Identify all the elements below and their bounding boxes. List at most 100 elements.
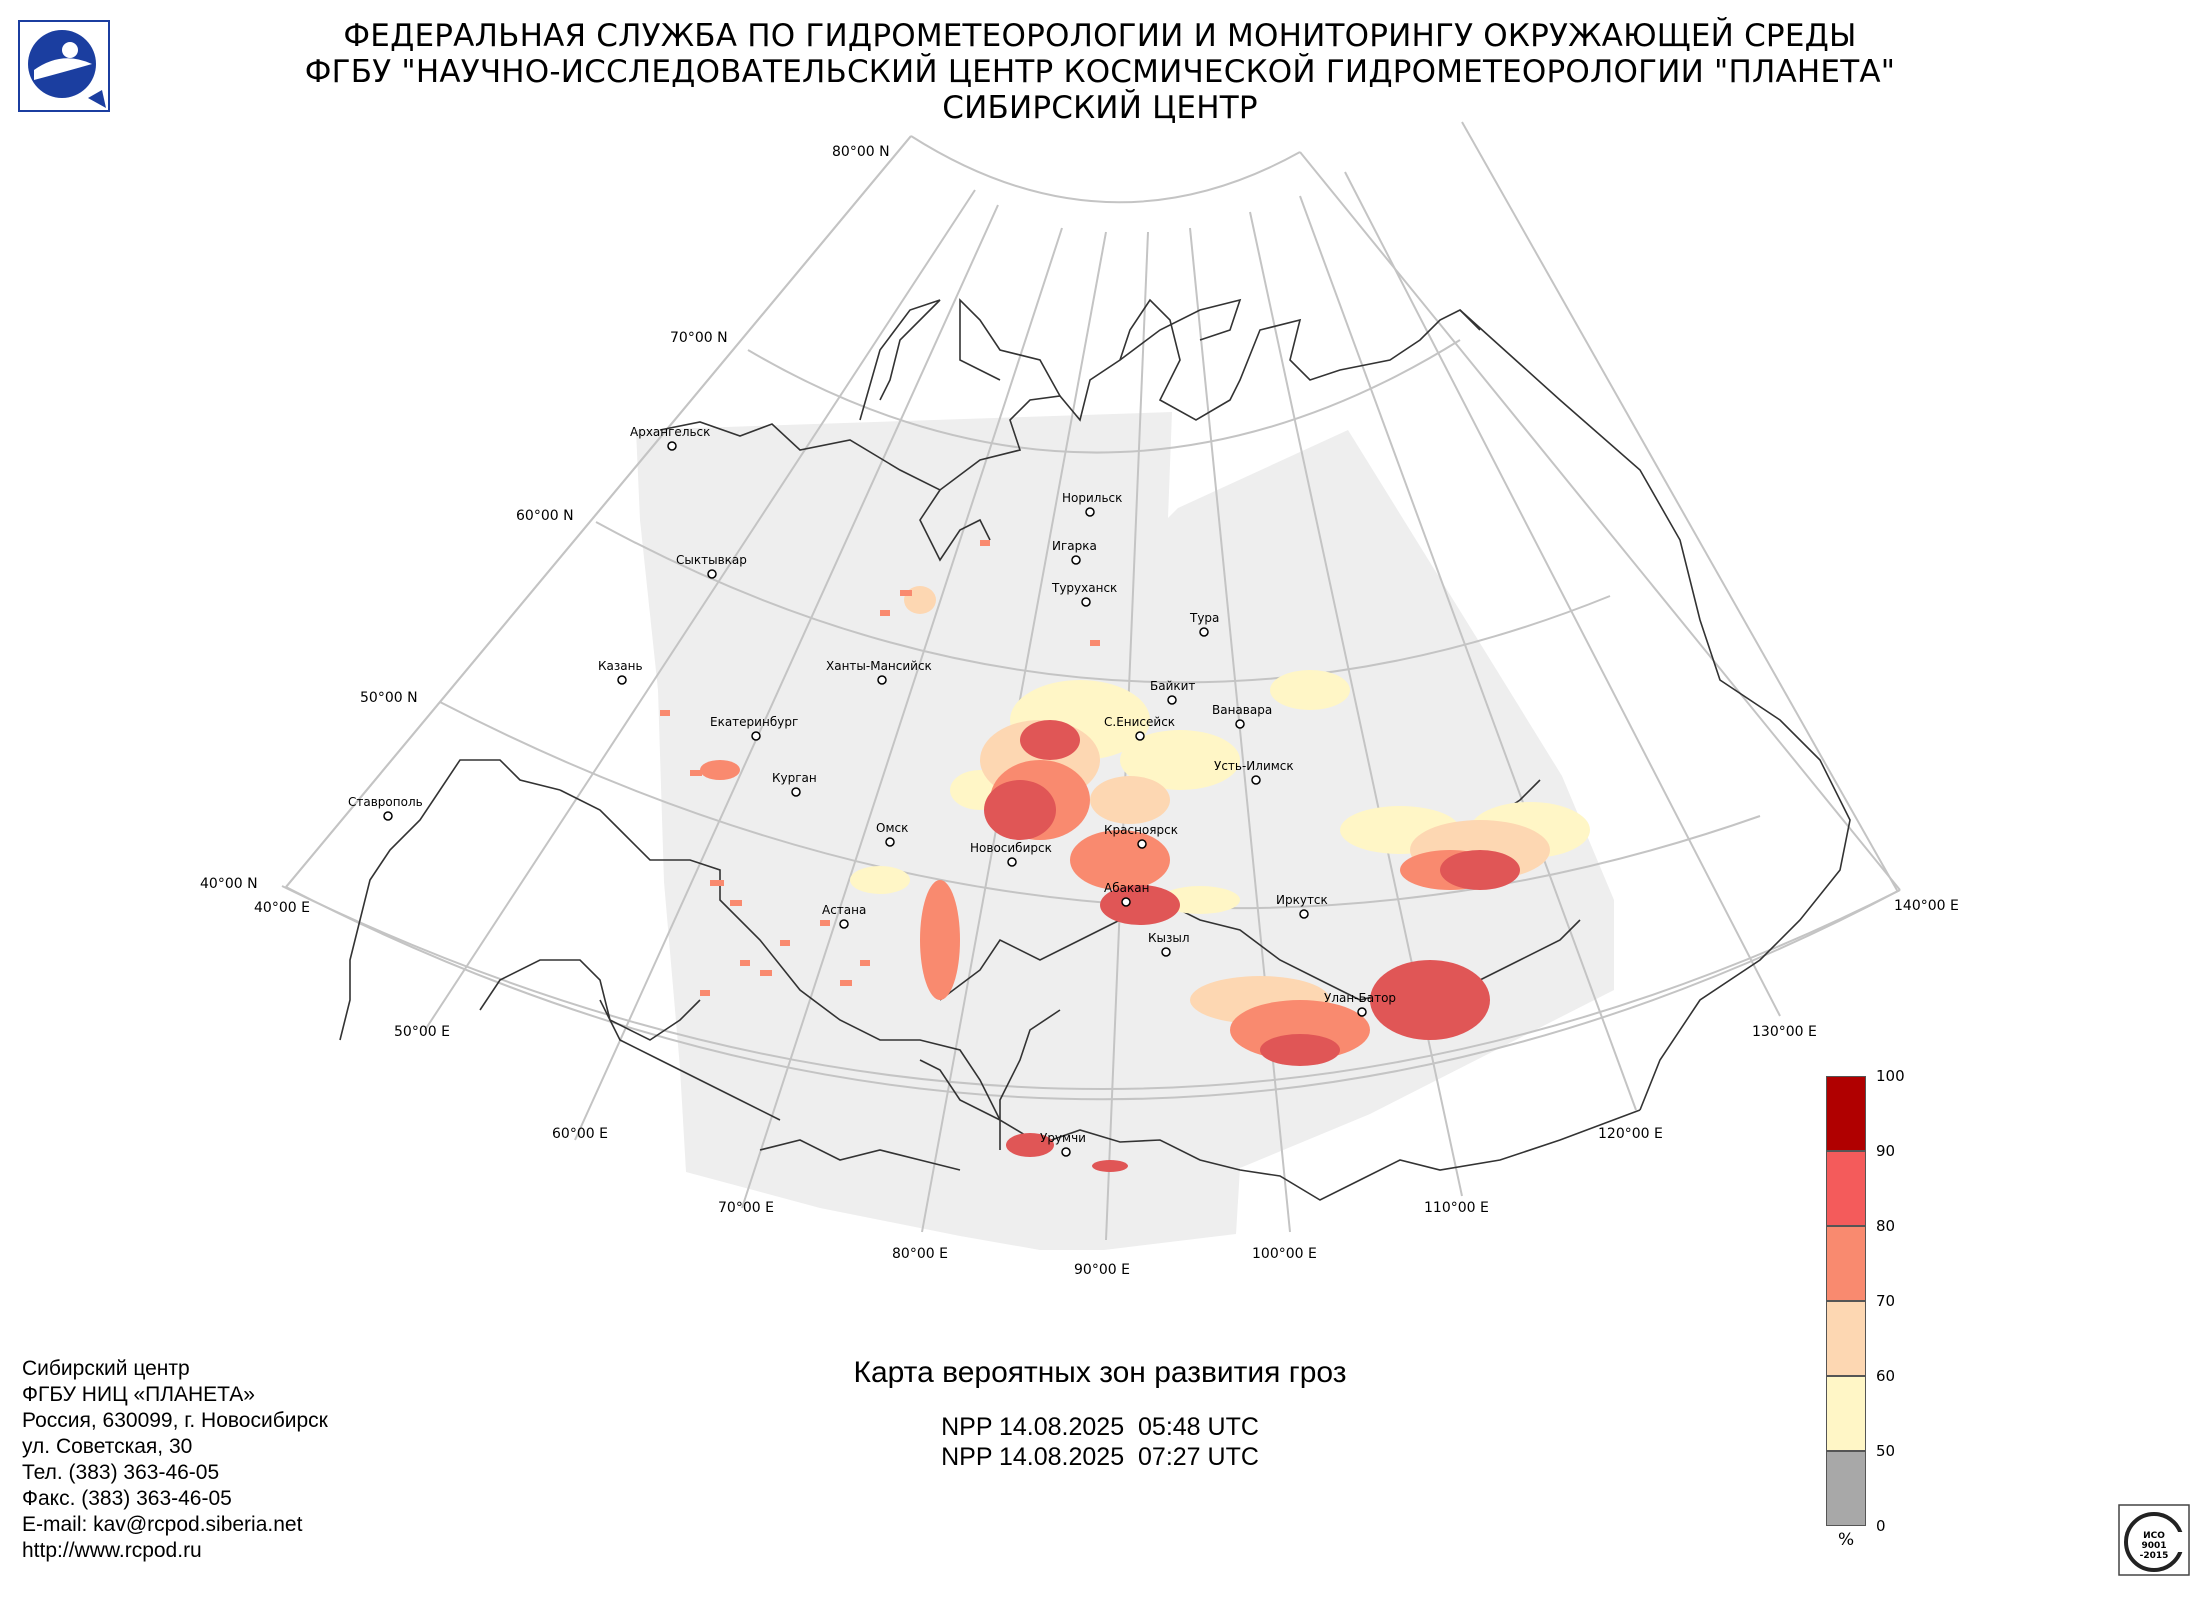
svg-text:Абакан: Абакан (1104, 881, 1149, 895)
svg-text:Тура: Тура (1189, 611, 1219, 625)
svg-text:ИСО: ИСО (2143, 1531, 2165, 1541)
legend-tick-80: 80 (1876, 1217, 1896, 1235)
lon-label-120: 120°00 E (1598, 1126, 1663, 1142)
longitude-labels: 40°00 E 50°00 E 60°00 E 70°00 E 80°00 E … (254, 898, 1959, 1278)
lon-label-40: 40°00 E (254, 900, 310, 916)
svg-text:Омск: Омск (876, 821, 908, 835)
caption-pass-2: NPP 14.08.2025 07:27 UTC (941, 1443, 1259, 1471)
graticule-parallels (281, 135, 1901, 1090)
city-syktyvkar: Сыктывкар (676, 553, 747, 579)
city-markers: Архангельск Сыктывкар Казань Екатеринбур… (348, 425, 1396, 1157)
svg-text:Курган: Курган (772, 771, 817, 785)
lat-label-50: 50°00 N (360, 690, 418, 706)
probability-legend: 100 90 80 70 60 50 0 (1826, 1067, 1905, 1535)
city-kurgan: Курган (772, 771, 817, 797)
legend-band-50-60 (1826, 1376, 1866, 1451)
address-line: Факс. (383) 363-46-05 (22, 1487, 232, 1510)
svg-text:Норильск: Норильск (1062, 491, 1122, 505)
lat-label-40: 40°00 N (200, 876, 258, 892)
address-line: Россия, 630099, г. Новосибирск (22, 1409, 328, 1432)
city-tura: Тура (1189, 611, 1219, 637)
address-website[interactable]: http://www.rcpod.ru (22, 1539, 202, 1562)
legend-tick-100: 100 (1876, 1067, 1905, 1085)
svg-text:-2015: -2015 (2140, 1551, 2169, 1561)
city-igarka: Игарка (1052, 539, 1097, 565)
lat-label-80: 80°00 N (832, 144, 890, 160)
svg-text:9001: 9001 (2141, 1541, 2166, 1551)
address-line: ФГБУ НИЦ «ПЛАНЕТА» (22, 1383, 255, 1406)
address-email[interactable]: E-mail: kav@rcpod.siberia.net (22, 1513, 303, 1536)
lon-label-140: 140°00 E (1894, 898, 1959, 914)
svg-text:Казань: Казань (598, 659, 643, 673)
city-ust-ilimsk: Усть-Илимск (1214, 759, 1294, 785)
legend-band-70-80 (1826, 1226, 1866, 1301)
city-baykit: Байкит (1150, 679, 1195, 705)
lon-label-50: 50°00 E (394, 1024, 450, 1040)
svg-text:Туруханск: Туруханск (1051, 581, 1117, 595)
address-line: Тел. (383) 363-46-05 (22, 1461, 220, 1484)
city-astana: Астана (822, 903, 866, 929)
lat-label-70: 70°00 N (670, 330, 728, 346)
latitude-labels: 80°00 N 70°00 N 60°00 N 50°00 N 40°00 N (200, 144, 890, 892)
lon-label-100: 100°00 E (1252, 1246, 1317, 1262)
svg-text:Ванавара: Ванавара (1212, 703, 1272, 717)
city-urumqi: Урумчи (1040, 1131, 1086, 1157)
svg-text:Новосибирск: Новосибирск (970, 841, 1052, 855)
svg-text:Астана: Астана (822, 903, 866, 917)
city-norilsk: Норильск (1062, 491, 1122, 517)
coastlines-borders (339, 298, 1851, 1201)
svg-text:Ставрополь: Ставрополь (348, 795, 423, 809)
legend-tick-70: 70 (1876, 1292, 1896, 1310)
city-ulan-bator: Улан-Батор (1324, 991, 1396, 1017)
city-vanavara: Ванавара (1212, 703, 1272, 729)
city-krasnoyarsk: Красноярск (1104, 823, 1178, 849)
svg-text:Красноярск: Красноярск (1104, 823, 1178, 837)
thunderstorm-zones (660, 540, 1590, 1172)
contact-address: Сибирский центр ФГБУ НИЦ «ПЛАНЕТА» Росси… (22, 1356, 328, 1564)
city-arkhangelsk: Архангельск (630, 425, 710, 451)
legend-band-80-90 (1826, 1151, 1866, 1226)
lon-label-80: 80°00 E (892, 1246, 948, 1262)
map-frame (285, 135, 1901, 1101)
map-caption: Карта вероятных зон развития гроз NPP 14… (0, 1356, 2200, 1472)
svg-text:Ханты-Мансийск: Ханты-Мансийск (826, 659, 932, 673)
svg-text:Кызыл: Кызыл (1148, 931, 1190, 945)
legend-tick-90: 90 (1876, 1142, 1896, 1160)
svg-text:Архангельск: Архангельск (630, 425, 710, 439)
page-header: ФЕДЕРАЛЬНАЯ СЛУЖБА ПО ГИДРОМЕТЕОРОЛОГИИ … (0, 18, 2200, 126)
svg-text:Екатеринбург: Екатеринбург (710, 715, 798, 729)
lon-label-110: 110°00 E (1424, 1200, 1489, 1216)
lon-label-130: 130°00 E (1752, 1024, 1817, 1040)
lon-label-90: 90°00 E (1074, 1262, 1130, 1278)
city-irkutsk: Иркутск (1276, 893, 1328, 919)
city-abakan: Абакан (1104, 881, 1149, 907)
logo-emblem-icon (18, 20, 110, 112)
city-stavropol: Ставрополь (348, 795, 423, 821)
city-novosibirsk: Новосибирск (970, 841, 1052, 867)
caption-pass-1: NPP 14.08.2025 05:48 UTC (941, 1413, 1259, 1441)
svg-text:Байкит: Байкит (1150, 679, 1195, 693)
legend-band-60-70 (1826, 1301, 1866, 1376)
city-omsk: Омск (876, 821, 908, 847)
lon-label-60: 60°00 E (552, 1126, 608, 1142)
legend-tick-60: 60 (1876, 1367, 1896, 1385)
svg-text:Урумчи: Урумчи (1040, 1131, 1086, 1145)
svg-text:Иркутск: Иркутск (1276, 893, 1328, 907)
caption-title: Карта вероятных зон развития гроз (853, 1356, 1347, 1389)
city-kyzyl: Кызыл (1148, 931, 1190, 957)
roshydromet-logo (18, 20, 110, 112)
header-line-2: ФГБУ "НАУЧНО-ИССЛЕДОВАТЕЛЬСКИЙ ЦЕНТР КОС… (304, 54, 1896, 90)
lon-label-70: 70°00 E (718, 1200, 774, 1216)
lat-label-60: 60°00 N (516, 508, 574, 524)
legend-band-0-50 (1826, 1451, 1866, 1526)
address-line: ул. Советская, 30 (22, 1435, 193, 1458)
svg-text:Улан-Батор: Улан-Батор (1324, 991, 1396, 1005)
svg-text:Игарка: Игарка (1052, 539, 1097, 553)
legend-tick-50: 50 (1876, 1442, 1896, 1460)
svg-text:Сыктывкар: Сыктывкар (676, 553, 747, 567)
header-line-3: СИБИРСКИЙ ЦЕНТР (942, 90, 1258, 126)
city-turukhansk: Туруханск (1051, 581, 1117, 607)
iso-certification-badge: ИСО 9001 -2015 (2118, 1504, 2190, 1576)
iso-badge-icon: ИСО 9001 -2015 (2118, 1504, 2190, 1576)
